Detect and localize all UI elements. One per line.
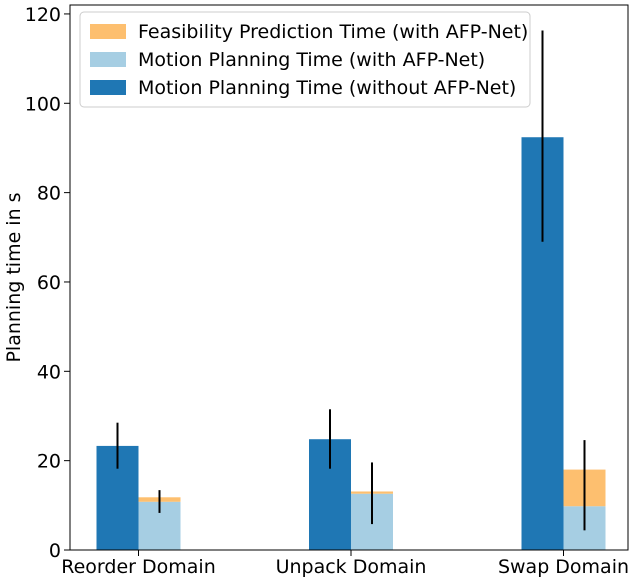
error-bars-layer [116, 30, 586, 531]
x-tick-label: Reorder Domain [61, 556, 215, 578]
y-tick-label: 20 [37, 451, 61, 473]
x-tick-label: Swap Domain [498, 556, 629, 578]
axes-frame [69, 4, 629, 551]
bars-layer [96, 137, 606, 551]
legend: Feasibility Prediction Time (with AFP-Ne… [79, 11, 531, 108]
legend-label: Motion Planning Time (with AFP-Net) [138, 49, 485, 71]
x-tick-label: Unpack Domain [276, 556, 427, 578]
y-tick-label: 120 [25, 4, 61, 26]
legend-swatch [90, 80, 126, 95]
y-tick-label: 80 [37, 183, 61, 205]
legend-swatch [90, 52, 126, 67]
y-tick-label: 60 [37, 272, 61, 294]
legend-label: Feasibility Prediction Time (with AFP-Ne… [138, 21, 528, 43]
legend-label: Motion Planning Time (without AFP-Net) [138, 77, 516, 99]
y-axis-ticks: 0 20 40 60 80 100 120 [25, 4, 70, 562]
x-axis-ticks: Reorder Domain Unpack Domain Swap Domain [61, 550, 629, 578]
legend-frame [79, 11, 531, 108]
y-tick-label: 40 [37, 361, 61, 383]
legend-swatch [90, 24, 126, 39]
y-tick-label: 100 [25, 93, 61, 115]
y-axis-label: Planning time in s [3, 192, 25, 362]
y-tick-label: 0 [49, 540, 61, 562]
